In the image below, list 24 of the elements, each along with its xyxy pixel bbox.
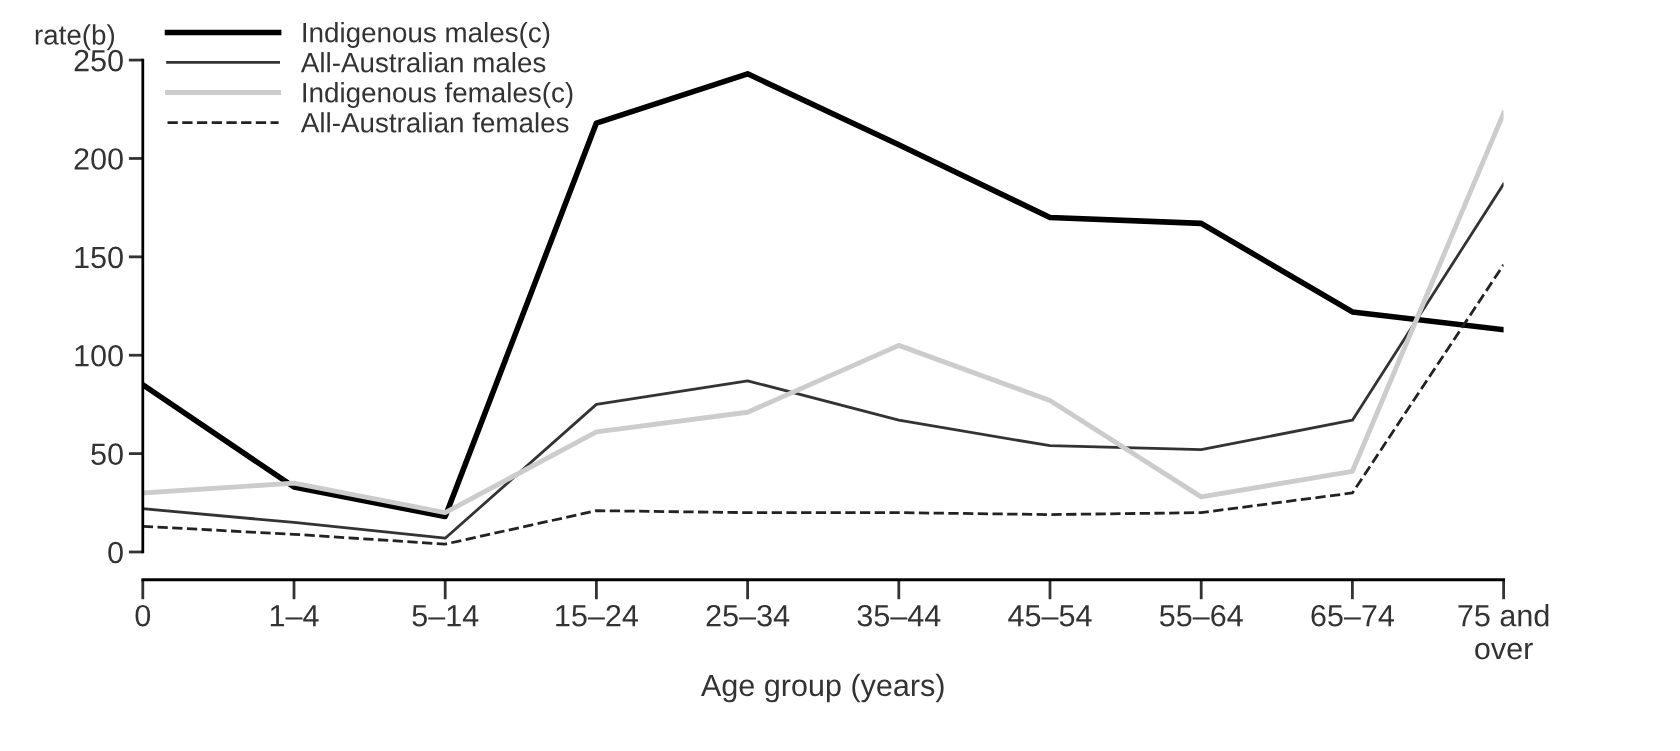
x-tick-label: 45–54	[1008, 605, 1092, 627]
x-tick-label: 15–24	[556, 604, 638, 627]
x-axis-title: Age group (years)	[700, 673, 944, 703]
y-axis-title: rate(b)	[35, 24, 115, 51]
y-tick-label: 200	[74, 148, 123, 170]
y-tick-label: 150	[75, 246, 123, 269]
x-tick-label: 1–4	[270, 605, 319, 627]
x-tick-label: 0	[135, 604, 151, 627]
x-tick-label: 55–64	[1159, 604, 1243, 627]
x-tick-label: 65–74	[1311, 604, 1394, 627]
line-series	[142, 182, 1504, 540]
x-tick-label: 35–44	[857, 604, 941, 627]
legend-label: All-Australian females	[300, 112, 569, 133]
y-tick-label: 100	[75, 344, 123, 367]
line-series	[142, 263, 1504, 546]
y-tick-label: 50	[91, 443, 123, 465]
legend-label: Indigenous males(c)	[303, 22, 550, 48]
legend-label: Indigenous females(c)	[303, 82, 573, 109]
legend-label: All-Australian males	[300, 52, 546, 73]
y-tick-label: 250	[74, 49, 123, 72]
x-tick-label: 5–14	[412, 605, 479, 627]
x-tick-label: 75 and over	[1458, 604, 1549, 660]
y-tick-label: 0	[108, 541, 123, 564]
x-tick-label: 25–34	[706, 604, 790, 627]
